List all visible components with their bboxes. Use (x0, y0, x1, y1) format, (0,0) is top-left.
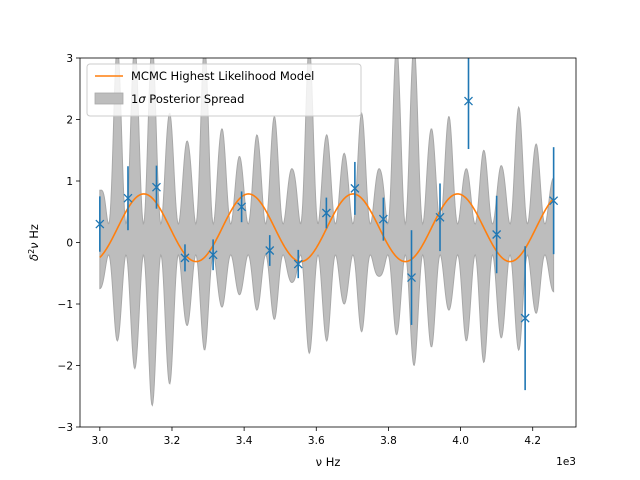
legend-spread-label: 1σ Posterior Spread (131, 92, 244, 106)
data-point (265, 235, 275, 266)
x-marker (464, 96, 473, 106)
legend-model-label: MCMC Highest Likelihood Model (131, 69, 314, 83)
x-marker (350, 183, 360, 193)
x-tick-label: 3.8 (380, 435, 397, 447)
data-point (492, 195, 502, 274)
x-marker (492, 230, 502, 239)
x-marker (265, 246, 275, 255)
x-axis-ticks: 3.0 3.2 3.4 3.6 3.8 4.0 4.2 (91, 427, 541, 447)
data-point (520, 246, 530, 391)
x-tick-label: 3.0 (91, 435, 108, 447)
x-marker (321, 208, 331, 218)
x-tick-label: 4.2 (524, 435, 541, 447)
data-point (152, 165, 161, 209)
data-point (95, 196, 105, 252)
x-marker (208, 250, 218, 260)
posterior-spread-band (99, 58, 555, 407)
x-marker (549, 196, 559, 206)
y-tick-label: −1 (58, 299, 73, 311)
x-marker (378, 214, 388, 224)
data-point (180, 244, 190, 272)
data-point (350, 161, 360, 215)
data-point (407, 230, 416, 325)
y-tick-label: −2 (58, 361, 73, 373)
posterior-spread-band-layer (99, 58, 555, 407)
x-axis-offset-label: 1e3 (556, 456, 576, 468)
x-marker (293, 259, 303, 269)
y-tick-label: −3 (58, 422, 73, 434)
x-marker (123, 193, 133, 203)
y-tick-label: 3 (66, 53, 73, 65)
x-marker (95, 219, 105, 229)
x-marker (520, 313, 530, 323)
y-axis-ticks: −3 −2 −1 0 1 2 3 (58, 53, 80, 434)
x-marker (152, 182, 161, 192)
y-tick-label: 1 (66, 176, 73, 188)
legend-box (86, 63, 362, 117)
y-axis-label: δ2ν Hz (27, 224, 42, 261)
data-point (321, 197, 331, 229)
y-tick-label: 2 (66, 115, 73, 127)
y-tick-label: 0 (66, 238, 73, 250)
x-axis-label: ν Hz (316, 455, 341, 469)
data-point (464, 58, 473, 150)
data-point (123, 166, 133, 231)
data-point (293, 249, 303, 279)
plot-area (95, 58, 559, 407)
x-tick-label: 4.0 (452, 435, 469, 447)
legend: MCMC Highest Likelihood Model 1σ Posteri… (86, 63, 362, 117)
data-point (549, 147, 559, 255)
x-marker (435, 212, 445, 222)
x-marker (237, 202, 247, 212)
data-point (237, 191, 247, 223)
data-point (208, 239, 218, 271)
x-tick-label: 3.6 (308, 435, 325, 447)
x-tick-label: 3.4 (236, 435, 253, 447)
x-marker (407, 273, 416, 283)
x-tick-label: 3.2 (164, 435, 181, 447)
data-points-layer (95, 58, 559, 391)
x-marker (180, 253, 190, 263)
data-point (378, 197, 388, 241)
data-point (435, 183, 445, 252)
legend-spread-swatch (94, 92, 124, 105)
